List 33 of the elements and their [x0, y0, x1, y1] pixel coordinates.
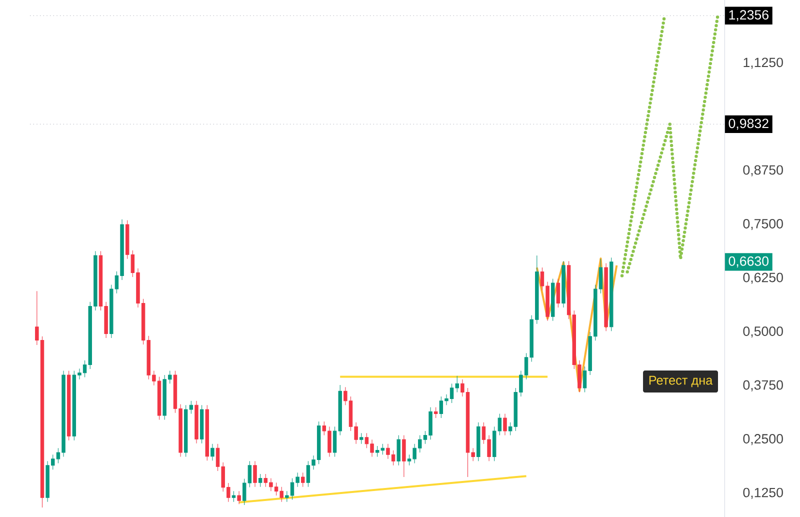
candlestick: [562, 260, 566, 308]
y-tick-label: 0,7500: [743, 219, 783, 230]
y-tick-label: 0,6250: [743, 272, 783, 284]
candlestick: [402, 434, 406, 478]
candlestick: [258, 474, 262, 488]
candlestick: [205, 404, 209, 461]
candlestick: [360, 432, 364, 444]
y-tick-label: 0,2500: [743, 434, 783, 446]
y-tick-label: 0,1250: [743, 488, 783, 499]
candlestick: [232, 490, 236, 502]
candlestick: [604, 262, 608, 332]
ref-line-label: 1,2356: [729, 10, 768, 22]
candlestick: [476, 422, 480, 462]
ref-line-label: 0,9832: [728, 118, 768, 130]
candlestick: [556, 278, 560, 308]
candlestick: [434, 407, 438, 418]
candlestick: [237, 490, 241, 504]
candlestick: [194, 400, 198, 444]
candlestick: [66, 370, 71, 441]
candlestick: [301, 472, 305, 488]
candlestick: [253, 460, 257, 488]
y-tick-label: 0,3750: [743, 380, 783, 392]
candlestick: [551, 278, 555, 322]
y-tick-label: 0,5000: [743, 326, 783, 338]
candlestick: [503, 413, 507, 436]
candlestick: [210, 444, 214, 461]
y-tick-label: 0,8750: [743, 165, 783, 176]
text: 0,6630: [728, 256, 769, 268]
y-tick-label: 1,1250: [744, 58, 783, 69]
candlestick: [610, 257, 614, 332]
candlestick: [200, 404, 204, 444]
annotation: Ретест дна: [649, 376, 713, 388]
candlestick: [396, 434, 400, 466]
